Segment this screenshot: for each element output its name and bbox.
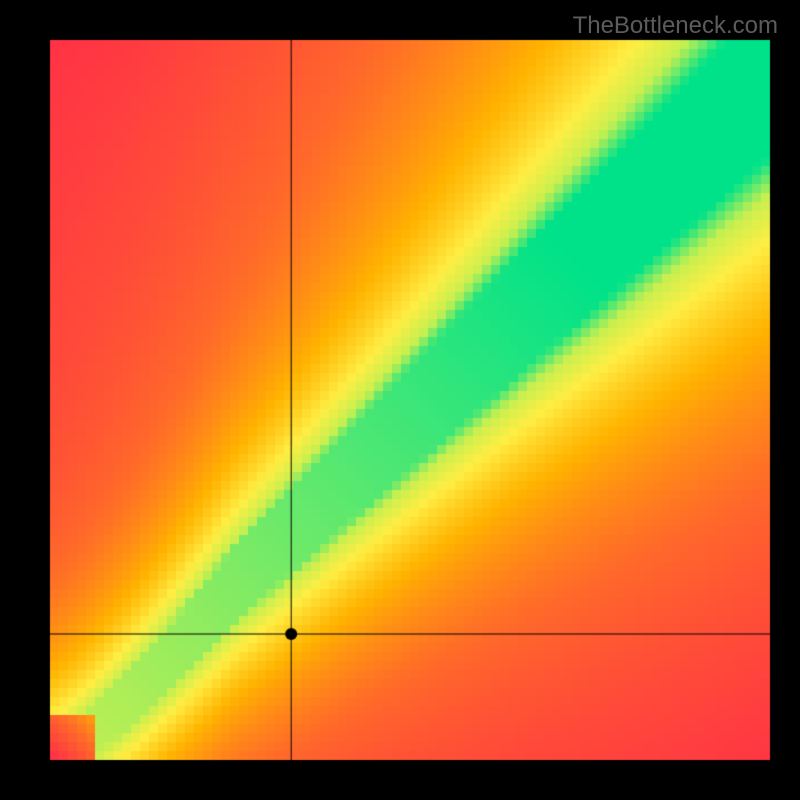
- bottleneck-heatmap: [0, 0, 800, 800]
- watermark-text: TheBottleneck.com: [573, 12, 778, 40]
- chart-container: TheBottleneck.com: [0, 0, 800, 800]
